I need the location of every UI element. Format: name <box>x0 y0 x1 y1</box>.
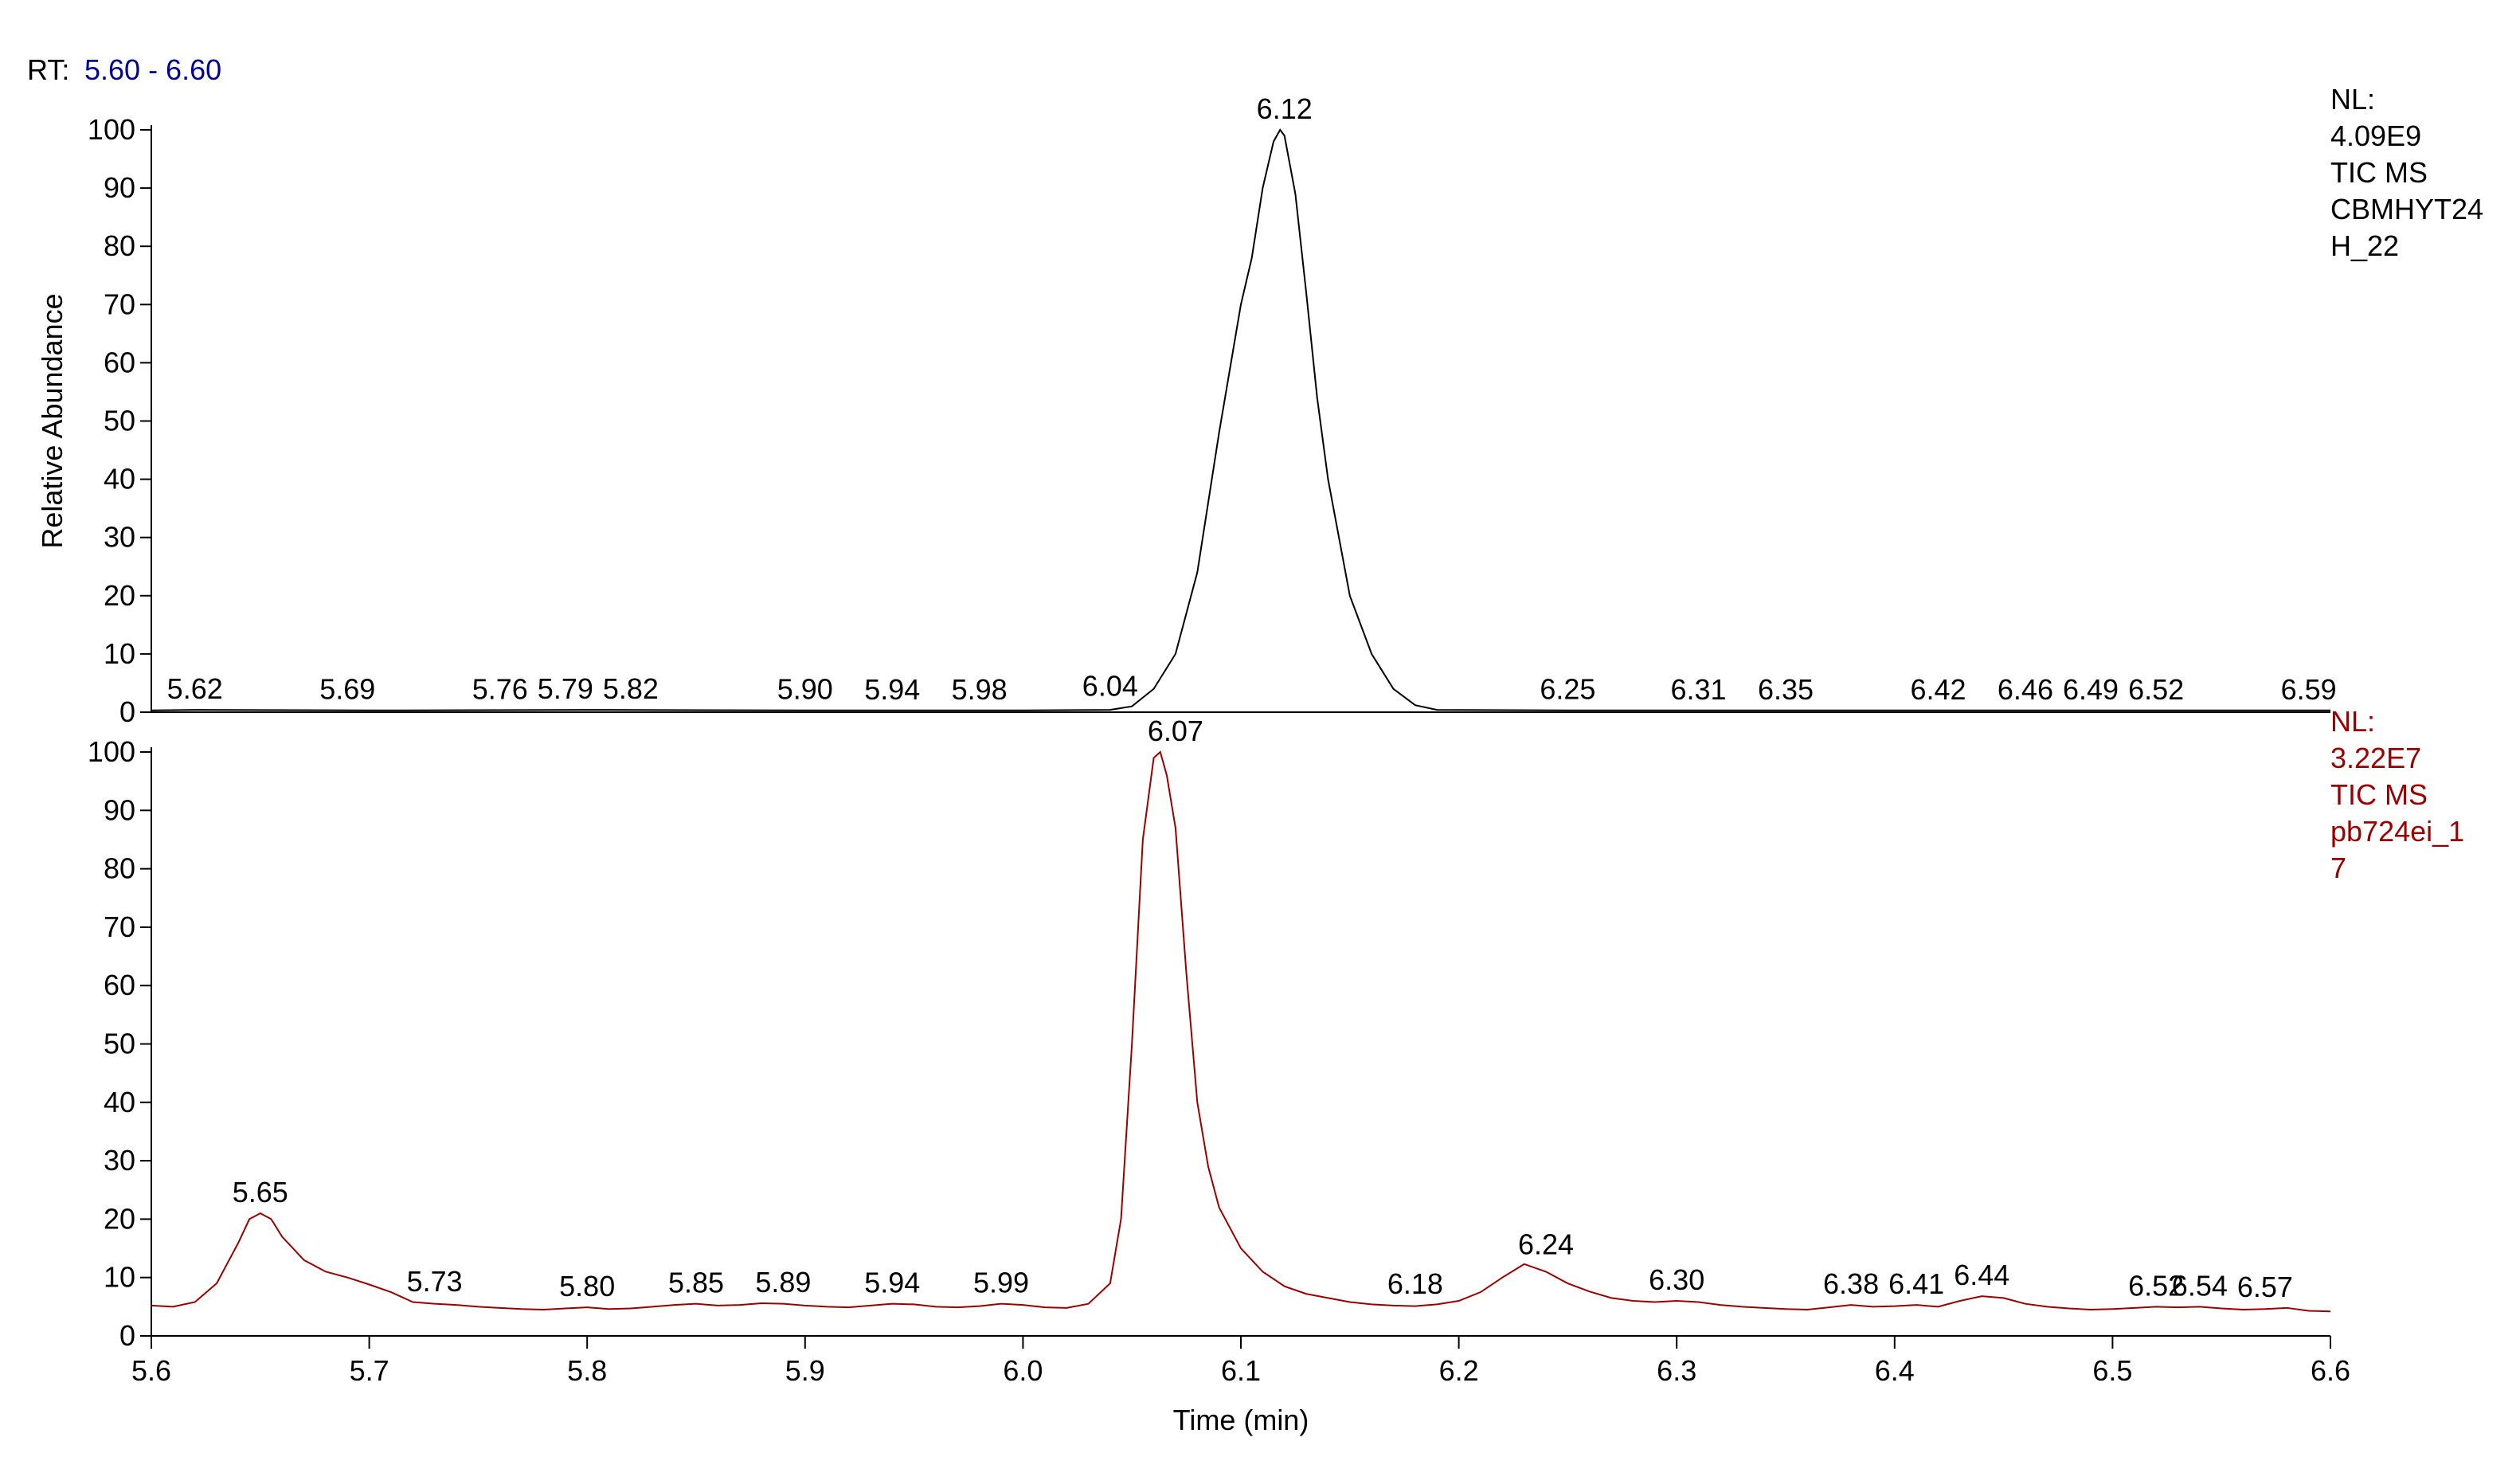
peak-label: 6.42 <box>1910 673 1966 706</box>
x-axis-label: Time (min) <box>1173 1404 1309 1436</box>
y-tick-label: 50 <box>104 405 135 437</box>
peak-label: 6.30 <box>1649 1263 1704 1296</box>
peak-label: 6.49 <box>2063 673 2119 706</box>
y-tick-label: 80 <box>104 852 135 885</box>
peak-label: 6.46 <box>1998 673 2053 706</box>
y-tick-label: 60 <box>104 969 135 1001</box>
peak-label: 6.31 <box>1671 673 1727 706</box>
y-tick-label: 20 <box>104 1202 135 1235</box>
x-tick-label: 5.8 <box>567 1354 607 1387</box>
y-tick-label: 100 <box>88 735 135 768</box>
y-tick-label: 50 <box>104 1028 135 1060</box>
y-tick-label: 0 <box>119 1319 135 1352</box>
info-line: TIC MS <box>2330 778 2428 811</box>
y-tick-label: 10 <box>104 1261 135 1294</box>
info-line: CBMHYT24 <box>2330 193 2483 225</box>
info-line: 3.22E7 <box>2330 742 2421 774</box>
peak-label: 5.79 <box>538 672 593 705</box>
peak-label: 6.25 <box>1540 673 1595 706</box>
info-line: 4.09E9 <box>2330 119 2421 152</box>
peak-label: 6.12 <box>1257 92 1313 125</box>
trace <box>151 128 2330 711</box>
peak-label: 6.44 <box>1954 1259 2009 1291</box>
y-tick-label: 0 <box>119 695 135 728</box>
peak-label: 5.82 <box>603 672 659 705</box>
info-line: pb724ei_1 <box>2330 815 2464 848</box>
rt-range: 5.60 - 6.60 <box>84 53 221 86</box>
x-tick-label: 6.0 <box>1003 1354 1043 1387</box>
peak-label: 6.59 <box>2281 673 2337 706</box>
y-tick-label: 20 <box>104 579 135 612</box>
x-tick-label: 5.7 <box>350 1354 389 1387</box>
x-tick-label: 6.5 <box>2092 1354 2132 1387</box>
peak-label: 5.69 <box>319 673 375 706</box>
x-tick-label: 5.6 <box>131 1354 171 1387</box>
y-tick-label: 90 <box>104 171 135 204</box>
y-tick-label: 60 <box>104 346 135 378</box>
peak-label: 6.54 <box>2172 1269 2228 1302</box>
info-line: 7 <box>2330 852 2346 884</box>
peak-label: 6.35 <box>1758 673 1814 706</box>
peak-label: 6.04 <box>1082 670 1138 703</box>
peak-label: 6.41 <box>1888 1267 1944 1300</box>
y-tick-label: 40 <box>104 463 135 495</box>
peak-label: 5.99 <box>973 1267 1029 1299</box>
peak-label: 5.90 <box>777 673 833 706</box>
info-line: H_22 <box>2330 229 2399 262</box>
y-tick-label: 70 <box>104 911 135 943</box>
peak-label: 5.94 <box>864 673 920 706</box>
peak-label: 5.65 <box>233 1176 288 1208</box>
y-tick-label: 100 <box>88 113 135 146</box>
peak-label: 6.52 <box>2128 1269 2184 1302</box>
info-line: TIC MS <box>2330 156 2428 189</box>
y-tick-label: 30 <box>104 521 135 554</box>
peak-label: 5.62 <box>167 672 223 705</box>
info-line: NL: <box>2330 705 2375 738</box>
y-tick-label: 90 <box>104 793 135 826</box>
x-tick-label: 5.9 <box>785 1354 825 1387</box>
peak-label: 5.73 <box>407 1265 463 1298</box>
y-tick-label: 70 <box>104 288 135 320</box>
peak-label: 6.38 <box>1823 1267 1879 1300</box>
y-tick-label: 40 <box>104 1086 135 1118</box>
rt-label: RT: <box>27 53 69 86</box>
peak-label: 5.76 <box>472 672 528 705</box>
y-tick-label: 30 <box>104 1144 135 1177</box>
x-tick-label: 6.2 <box>1439 1354 1479 1387</box>
peak-label: 6.18 <box>1387 1267 1443 1300</box>
peak-label: 5.89 <box>755 1266 811 1298</box>
x-tick-label: 6.4 <box>1875 1354 1915 1387</box>
peak-label: 6.52 <box>2128 673 2184 706</box>
peak-label: 6.57 <box>2237 1271 2293 1303</box>
peak-label: 5.98 <box>952 673 1008 706</box>
x-tick-label: 6.6 <box>2311 1354 2350 1387</box>
peak-label: 5.85 <box>668 1267 724 1299</box>
trace <box>151 750 2331 1313</box>
peak-label: 5.94 <box>864 1267 920 1299</box>
peak-label: 5.80 <box>559 1270 615 1302</box>
x-tick-label: 6.1 <box>1221 1354 1261 1387</box>
peak-label: 6.24 <box>1518 1228 1574 1261</box>
y-tick-label: 10 <box>104 637 135 670</box>
y-tick-label: 80 <box>104 229 135 262</box>
peak-label: 6.07 <box>1148 715 1203 747</box>
y-axis-label: Relative Abundance <box>36 293 68 548</box>
x-tick-label: 6.3 <box>1657 1354 1696 1387</box>
info-line: NL: <box>2330 83 2375 116</box>
